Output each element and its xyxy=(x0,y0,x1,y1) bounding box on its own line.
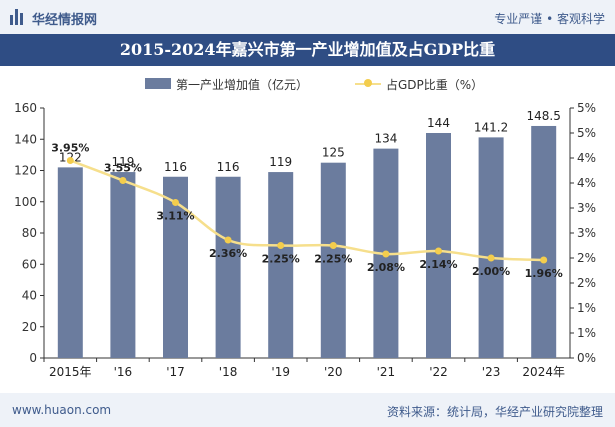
right-tick-label: 0% xyxy=(577,351,596,365)
title-bar: 2015-2024年嘉兴市第一产业增加值及占GDP比重 xyxy=(0,34,615,66)
left-tick-label: 0 xyxy=(29,351,37,365)
gdp-share-line xyxy=(69,159,544,262)
left-tick-label: 20 xyxy=(22,320,37,334)
gdp-share-point xyxy=(66,157,74,164)
chart-plot: 0 20 40 60 80 100 120 140 160 0% 1% 1% 2% 2% 3% 3% 4% 4% 5… xyxy=(14,101,596,379)
bar xyxy=(57,167,83,358)
gdp-share-point xyxy=(540,256,548,264)
gdp-share-label: 3.95% xyxy=(51,142,89,155)
logo-icon xyxy=(10,9,26,25)
left-tick-label: 120 xyxy=(14,164,37,178)
bar xyxy=(268,172,294,358)
x-tick-label: '23 xyxy=(482,365,501,379)
footer-bar: www.huaon.com 资料来源：统计局，华经产业研究院整理 xyxy=(0,393,615,427)
bar-value-label: 148.5 xyxy=(527,109,561,123)
gdp-share-point xyxy=(487,254,495,262)
gdp-share-label: 3.55% xyxy=(104,162,142,175)
right-tick-label: 4% xyxy=(577,151,596,165)
legend-bar-swatch xyxy=(145,78,171,89)
right-tick-label: 5% xyxy=(577,126,596,140)
gdp-share-point xyxy=(277,242,285,249)
gdp-share-point xyxy=(119,177,127,184)
left-tick-label: 160 xyxy=(14,101,37,115)
gdp-share-label: 2.00% xyxy=(472,265,510,278)
brand-name: 华经情报网 xyxy=(32,13,98,28)
legend-line-label: 占GDP比重（%） xyxy=(386,78,484,92)
gdp-share-label: 2.08% xyxy=(367,261,405,274)
x-tick-label: '18 xyxy=(219,365,238,379)
gdp-share-label: 2.25% xyxy=(262,253,300,266)
bar-value-label: 116 xyxy=(164,160,187,174)
bar xyxy=(320,162,346,358)
x-tick-label: '21 xyxy=(377,365,396,379)
legend-line-marker xyxy=(364,79,372,87)
bar-value-label: 134 xyxy=(374,132,397,146)
x-tick-label: 2015年 xyxy=(49,365,92,379)
bar-value-label: 125 xyxy=(322,146,345,160)
site-url: www.huaon.com xyxy=(12,403,112,417)
right-tick-label: 4% xyxy=(577,176,596,190)
right-tick-label: 3% xyxy=(577,201,596,215)
header-bar: 华经情报网 专业严谨 • 客观科学 xyxy=(0,0,615,34)
right-tick-label: 5% xyxy=(577,101,596,115)
x-tick-label: '17 xyxy=(166,365,185,379)
bar xyxy=(215,176,241,358)
chart-title: 2015-2024年嘉兴市第一产业增加值及占GDP比重 xyxy=(119,40,496,59)
bar xyxy=(531,125,557,358)
x-tick-label: '19 xyxy=(271,365,290,379)
chart-legend: 第一产业增加值（亿元） 占GDP比重（%） xyxy=(0,75,615,93)
right-tick-label: 1% xyxy=(577,326,596,340)
gdp-share-label: 1.96% xyxy=(525,267,563,280)
gdp-share-point xyxy=(435,247,442,255)
gdp-share-label: 2.14% xyxy=(419,258,457,271)
right-tick-label: 2% xyxy=(577,276,596,290)
bar xyxy=(426,133,451,358)
bar-value-label: 119 xyxy=(111,155,134,169)
legend-bar-label: 第一产业增加值（亿元） xyxy=(176,78,309,92)
x-tick-label: '16 xyxy=(114,365,133,379)
data-source: 资料来源：统计局，华经产业研究院整理 xyxy=(386,405,603,419)
right-tick-label: 1% xyxy=(577,301,596,315)
gdp-share-label: 2.36% xyxy=(209,247,247,260)
gdp-share-point xyxy=(172,199,179,206)
x-tick-label: '20 xyxy=(324,365,343,379)
bar-value-label: 119 xyxy=(269,155,292,169)
bar xyxy=(478,137,504,358)
x-tick-label: '22 xyxy=(429,365,448,379)
left-tick-label: 100 xyxy=(14,195,37,209)
left-tick-label: 40 xyxy=(22,289,37,303)
x-tick-label: 2024年 xyxy=(522,365,565,379)
left-tick-label: 60 xyxy=(22,257,37,271)
slogan: 专业严谨 • 客观科学 xyxy=(494,12,605,26)
gdp-share-point xyxy=(329,242,337,249)
bar-value-label: 116 xyxy=(217,160,240,174)
bar-value-label: 141.2 xyxy=(474,120,508,134)
left-tick-label: 140 xyxy=(14,132,37,146)
right-tick-label: 3% xyxy=(577,226,596,240)
bar-value-label: 144 xyxy=(427,116,450,130)
gdp-share-label: 3.11% xyxy=(156,210,194,223)
gdp-share-point xyxy=(382,250,390,258)
right-tick-label: 2% xyxy=(577,251,596,265)
gdp-share-point xyxy=(224,236,232,244)
bar xyxy=(110,172,136,358)
gdp-share-label: 2.25% xyxy=(314,253,352,266)
left-tick-label: 80 xyxy=(22,226,37,240)
